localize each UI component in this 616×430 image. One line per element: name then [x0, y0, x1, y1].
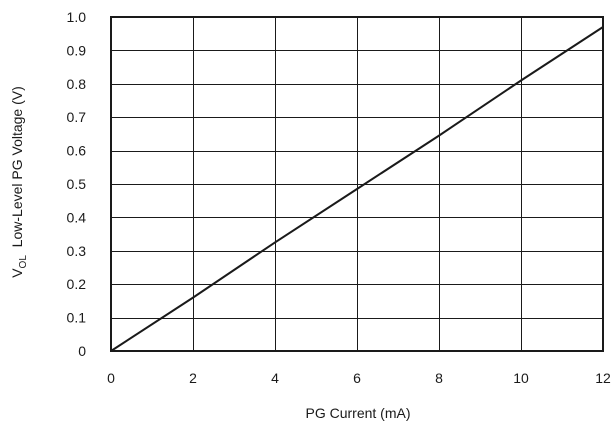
y-tick-label: 1.0 — [67, 9, 87, 25]
y-axis-title-symbol: V — [9, 268, 25, 278]
x-tick-label: 2 — [189, 370, 197, 386]
y-tick-label: 0.7 — [67, 109, 87, 125]
y-axis-ticks: 0 0.1 0.2 0.3 0.4 0.5 0.6 0.7 0.8 0.9 1.0 — [67, 9, 87, 359]
x-axis-title: PG Current (mA) — [305, 405, 410, 421]
y-tick-label: 0.1 — [67, 310, 87, 326]
x-tick-label: 10 — [513, 370, 529, 386]
y-tick-label: 0.3 — [67, 243, 87, 259]
y-tick-label: 0.8 — [67, 76, 87, 92]
x-axis-ticks: 0 2 4 6 8 10 12 — [107, 370, 611, 386]
y-tick-label: 0.5 — [67, 176, 87, 192]
plot-frame — [110, 16, 604, 352]
x-tick-label: 0 — [107, 370, 115, 386]
x-tick-label: 12 — [595, 370, 611, 386]
y-axis-title-subscript: OL — [18, 255, 29, 269]
series-layer — [110, 26, 604, 352]
x-tick-label: 8 — [435, 370, 443, 386]
series-line-0 — [110, 26, 604, 352]
y-tick-label: 0.9 — [67, 42, 87, 58]
grid — [111, 17, 603, 351]
x-tick-label: 4 — [271, 370, 279, 386]
x-tick-label: 6 — [353, 370, 361, 386]
y-tick-label: 0.2 — [67, 276, 87, 292]
y-tick-label: 0 — [78, 343, 86, 359]
y-tick-label: 0.4 — [67, 209, 87, 225]
y-axis-title: VOL Low-Level PG Voltage (V) — [9, 86, 29, 278]
y-tick-label: 0.6 — [67, 143, 87, 159]
y-axis-title-text: Low-Level PG Voltage (V) — [9, 86, 25, 255]
